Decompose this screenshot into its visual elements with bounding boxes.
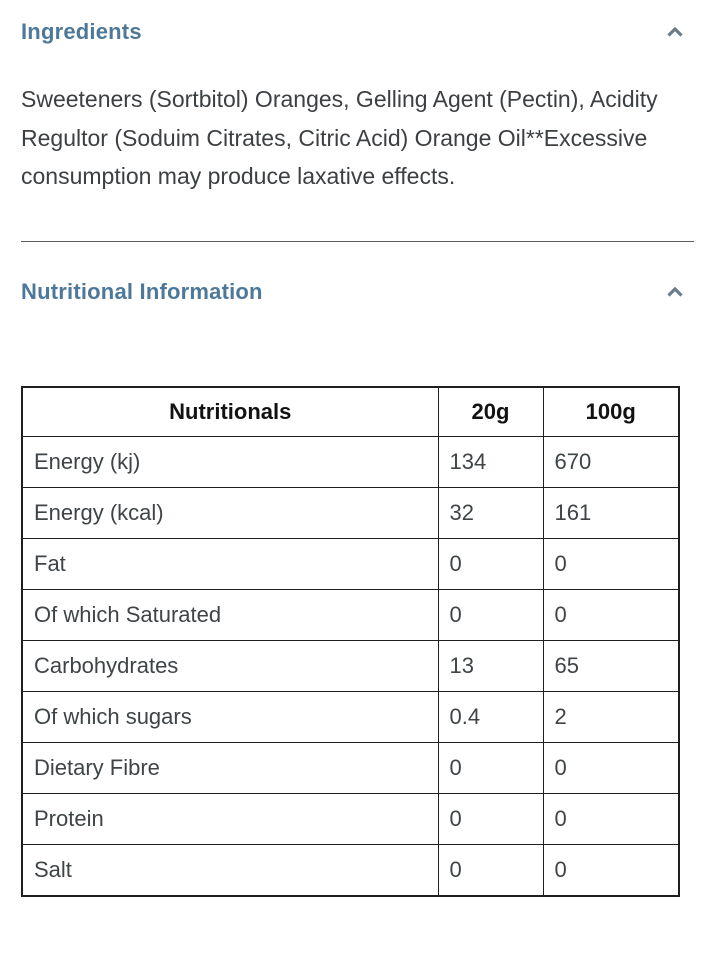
section-divider [21, 240, 694, 242]
nutrient-label: Dietary Fibre [21, 742, 439, 794]
chevron-up-icon[interactable] [664, 281, 686, 303]
table-row: Energy (kcal) 32 161 [21, 487, 680, 539]
chevron-up-icon[interactable] [664, 21, 686, 43]
table-row: Of which sugars 0.4 2 [21, 691, 680, 743]
table-row: Dietary Fibre 0 0 [21, 742, 680, 794]
value-20g: 0 [437, 793, 544, 845]
column-header-100g: 100g [542, 386, 680, 437]
table-row: Of which Saturated 0 0 [21, 589, 680, 641]
nutrition-title: Nutritional Information [21, 278, 263, 304]
nutrient-label: Salt [21, 844, 439, 896]
value-20g: 0 [437, 589, 544, 641]
table-row: Salt 0 0 [21, 844, 680, 896]
ingredients-text: Sweeteners (Sortbitol) Oranges, Gelling … [21, 86, 658, 189]
nutrition-table: Nutritionals 20g 100g Energy (kj) 134 67… [21, 385, 680, 897]
value-20g: 0 [437, 538, 544, 590]
value-100g: 2 [542, 691, 680, 743]
value-100g: 0 [542, 742, 680, 794]
value-20g: 0 [437, 742, 544, 794]
value-100g: 0 [542, 844, 680, 896]
value-20g: 134 [437, 436, 544, 488]
value-20g: 32 [437, 487, 544, 539]
nutrient-label: Protein [21, 793, 439, 845]
value-20g: 13 [437, 640, 544, 692]
value-100g: 0 [542, 589, 680, 641]
table-row: Energy (kj) 134 670 [21, 436, 680, 488]
column-header-nutritionals: Nutritionals [21, 386, 439, 437]
section-nutrition: Nutritional Information Nutritionals 20g… [21, 278, 694, 897]
value-100g: 670 [542, 436, 680, 488]
table-header-row: Nutritionals 20g 100g [21, 386, 680, 437]
section-ingredients: Ingredients Sweeteners (Sortbitol) Orang… [21, 18, 694, 196]
nutrient-label: Of which sugars [21, 691, 439, 743]
nutrient-label: Energy (kj) [21, 436, 439, 488]
value-100g: 0 [542, 538, 680, 590]
table-row: Fat 0 0 [21, 538, 680, 590]
ingredients-accordion-toggle[interactable]: Ingredients [21, 18, 694, 46]
nutrient-label: Fat [21, 538, 439, 590]
value-20g: 0 [437, 844, 544, 896]
column-header-20g: 20g [437, 386, 544, 437]
value-100g: 161 [542, 487, 680, 539]
nutrient-label: Of which Saturated [21, 589, 439, 641]
value-100g: 0 [542, 793, 680, 845]
nutrient-label: Carbohydrates [21, 640, 439, 692]
nutrition-accordion-toggle[interactable]: Nutritional Information [21, 278, 694, 306]
value-100g: 65 [542, 640, 680, 692]
table-row: Protein 0 0 [21, 793, 680, 845]
nutrient-label: Energy (kcal) [21, 487, 439, 539]
value-20g: 0.4 [437, 691, 544, 743]
table-row: Carbohydrates 13 65 [21, 640, 680, 692]
ingredients-title: Ingredients [21, 19, 142, 44]
